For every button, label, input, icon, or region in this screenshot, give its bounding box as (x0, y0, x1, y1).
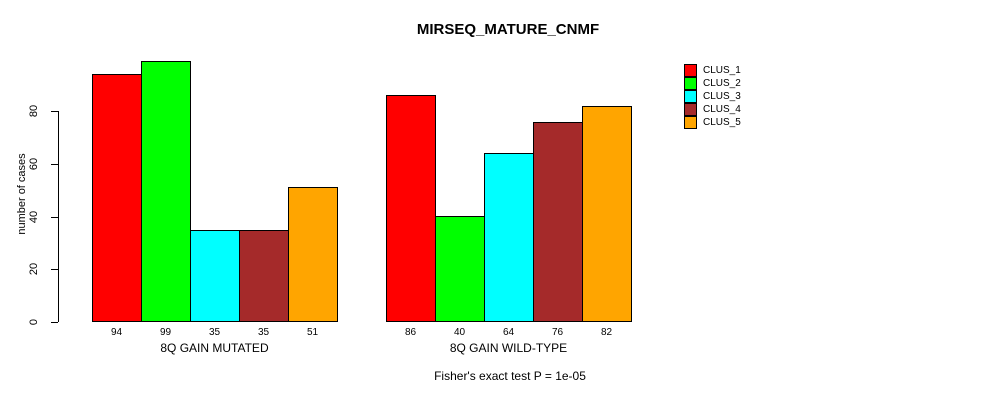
y-axis-line (58, 111, 59, 322)
bar-value-label: 76 (551, 327, 564, 338)
legend-item-clus_5: CLUS_5 (684, 116, 741, 129)
bar-value-label: 99 (159, 327, 172, 338)
bar-value-label: 40 (453, 327, 466, 338)
bar-value-label: 86 (404, 327, 417, 338)
y-tick-label: 40 (28, 210, 40, 224)
bar-clus_1-group1 (92, 74, 142, 322)
y-tick-label: 20 (28, 262, 40, 276)
group-axis-label: 8Q GAIN WILD-TYPE (449, 341, 568, 355)
bar-value-label: 35 (208, 327, 221, 338)
y-tick-label: 80 (28, 104, 40, 118)
chart-title: MIRSEQ_MATURE_CNMF (416, 21, 600, 38)
legend-label: CLUS_5 (703, 117, 741, 128)
bar-value-label: 35 (257, 327, 270, 338)
y-tick-mark (51, 269, 58, 270)
legend: CLUS_1 CLUS_2 CLUS_3 CLUS_4 CLUS_5 (684, 64, 741, 129)
bar-value-label: 82 (600, 327, 613, 338)
legend-swatch-clus_1 (684, 64, 697, 77)
bar-clus_2-group1 (141, 61, 191, 322)
legend-label: CLUS_4 (703, 104, 741, 115)
legend-swatch-clus_5 (684, 116, 697, 129)
legend-item-clus_2: CLUS_2 (684, 77, 741, 90)
bar-value-label: 94 (110, 327, 123, 338)
bar-value-label: 51 (306, 327, 319, 338)
y-tick-mark (51, 164, 58, 165)
legend-label: CLUS_3 (703, 91, 741, 102)
y-axis-label: number of cases (16, 153, 28, 235)
y-tick-mark (51, 111, 58, 112)
legend-item-clus_3: CLUS_3 (684, 90, 741, 103)
y-tick-mark (51, 217, 58, 218)
bar-group-2 (386, 95, 632, 322)
bar-group-1 (92, 61, 338, 322)
bar-value-row: 86 40 64 76 82 (386, 327, 631, 338)
bar-clus_2-group2 (435, 216, 485, 322)
bar-clus_3-group1 (190, 230, 240, 322)
bar-value-label: 64 (502, 327, 515, 338)
y-tick-label: 60 (28, 157, 40, 171)
bar-clus_3-group2 (484, 153, 534, 322)
y-tick-label: 0 (28, 318, 40, 326)
legend-swatch-clus_4 (684, 103, 697, 116)
bar-clus_4-group1 (239, 230, 289, 322)
legend-item-clus_1: CLUS_1 (684, 64, 741, 77)
bar-clus_1-group2 (386, 95, 436, 322)
legend-swatch-clus_3 (684, 90, 697, 103)
legend-item-clus_4: CLUS_4 (684, 103, 741, 116)
legend-label: CLUS_2 (703, 78, 741, 89)
legend-label: CLUS_1 (703, 65, 741, 76)
footer-caption: Fisher's exact test P = 1e-05 (434, 369, 586, 383)
bar-value-row: 94 99 35 35 51 (92, 327, 337, 338)
legend-swatch-clus_2 (684, 77, 697, 90)
bar-clus_4-group2 (533, 122, 583, 322)
bar-clus_5-group1 (288, 187, 338, 322)
y-tick-mark (51, 322, 58, 323)
group-axis-label: 8Q GAIN MUTATED (160, 341, 269, 355)
bar-clus_5-group2 (582, 106, 632, 322)
